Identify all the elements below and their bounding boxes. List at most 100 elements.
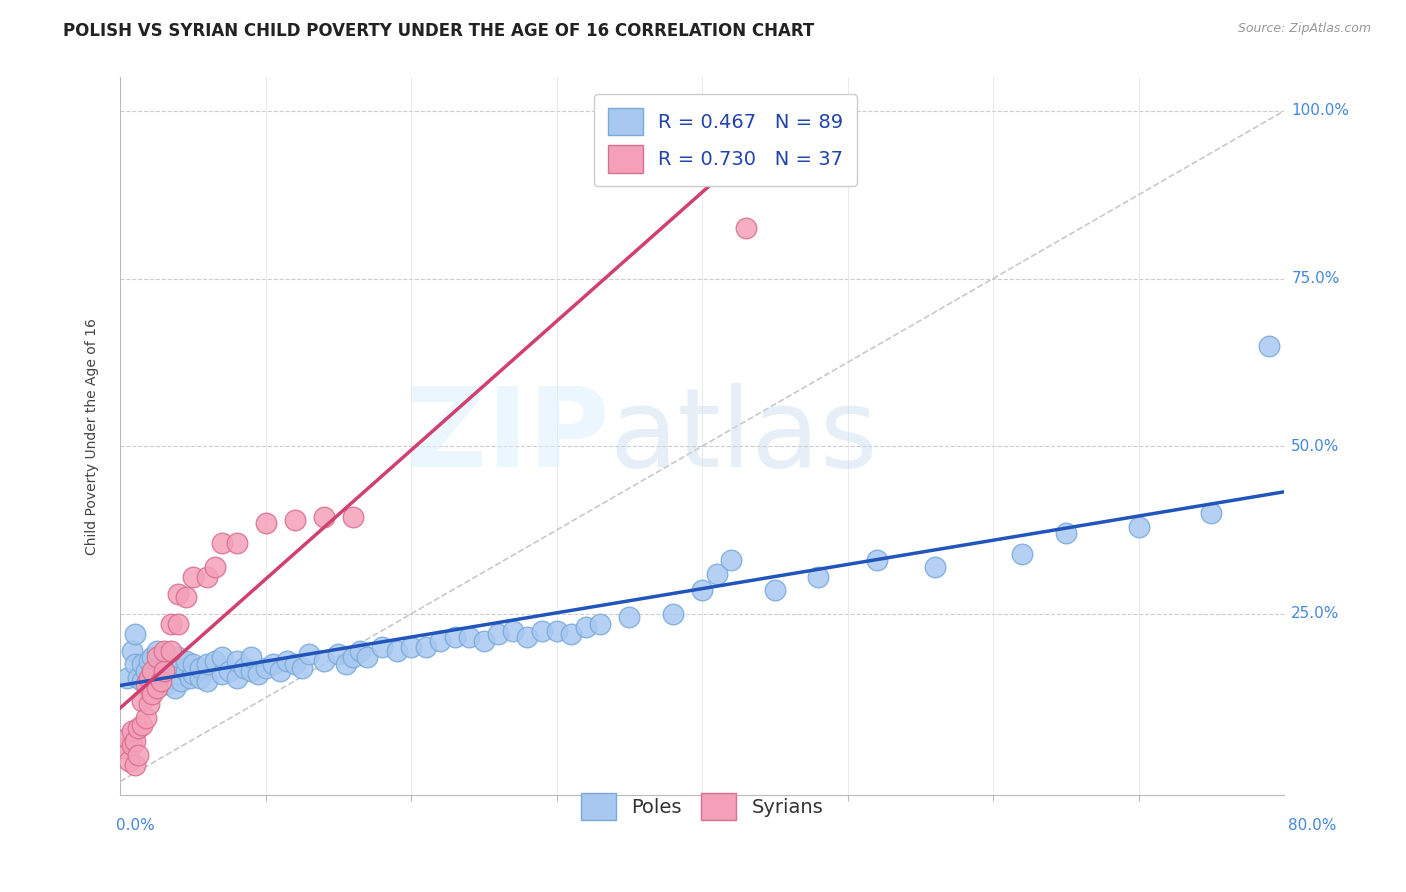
- Text: 100.0%: 100.0%: [1291, 103, 1350, 119]
- Point: [247, 667, 270, 681]
- Text: 0.0%: 0.0%: [115, 818, 155, 833]
- Point: [165, 681, 187, 695]
- Point: [262, 657, 284, 672]
- Point: [225, 654, 247, 668]
- Point: [546, 624, 568, 638]
- Point: [179, 671, 201, 685]
- Point: [188, 660, 211, 674]
- Point: [124, 734, 146, 748]
- Point: [138, 681, 160, 695]
- Point: [291, 660, 314, 674]
- Point: [145, 681, 167, 695]
- Point: [160, 616, 183, 631]
- Point: [371, 640, 394, 655]
- Point: [160, 644, 183, 658]
- Point: [167, 587, 190, 601]
- Point: [117, 731, 139, 745]
- Point: [225, 671, 247, 685]
- Point: [763, 583, 786, 598]
- Point: [254, 660, 277, 674]
- Text: 75.0%: 75.0%: [1291, 271, 1340, 286]
- Point: [211, 650, 233, 665]
- Point: [127, 747, 149, 762]
- Point: [145, 677, 167, 691]
- Point: [1054, 526, 1077, 541]
- Point: [135, 664, 157, 678]
- Point: [866, 553, 889, 567]
- Point: [211, 536, 233, 550]
- Point: [443, 631, 465, 645]
- Legend: Poles, Syrians: Poles, Syrians: [572, 785, 831, 829]
- Point: [415, 640, 437, 655]
- Point: [149, 657, 172, 672]
- Point: [342, 509, 364, 524]
- Text: 50.0%: 50.0%: [1291, 439, 1340, 454]
- Point: [328, 647, 350, 661]
- Point: [127, 721, 149, 735]
- Point: [312, 654, 335, 668]
- Point: [131, 694, 153, 708]
- Point: [516, 631, 538, 645]
- Point: [486, 627, 509, 641]
- Point: [356, 650, 378, 665]
- Point: [284, 657, 307, 672]
- Point: [170, 673, 193, 688]
- Text: atlas: atlas: [609, 383, 877, 490]
- Point: [167, 650, 190, 665]
- Point: [225, 536, 247, 550]
- Y-axis label: Child Poverty Under the Age of 16: Child Poverty Under the Age of 16: [86, 318, 100, 555]
- Point: [197, 570, 219, 584]
- Point: [138, 654, 160, 668]
- Point: [124, 657, 146, 672]
- Point: [167, 667, 190, 681]
- Point: [174, 654, 197, 668]
- Point: [152, 664, 174, 678]
- Point: [141, 664, 163, 678]
- Point: [141, 667, 163, 681]
- Point: [138, 698, 160, 712]
- Text: ZIP: ZIP: [405, 383, 609, 490]
- Point: [121, 644, 143, 658]
- Point: [197, 673, 219, 688]
- Point: [181, 657, 204, 672]
- Point: [156, 664, 179, 678]
- Point: [807, 570, 830, 584]
- Point: [211, 667, 233, 681]
- Point: [152, 660, 174, 674]
- Point: [1199, 506, 1222, 520]
- Point: [385, 644, 408, 658]
- Point: [269, 664, 291, 678]
- Point: [349, 644, 371, 658]
- Point: [131, 673, 153, 688]
- Point: [141, 650, 163, 665]
- Point: [131, 657, 153, 672]
- Point: [284, 513, 307, 527]
- Point: [924, 560, 946, 574]
- Point: [399, 640, 422, 655]
- Point: [429, 633, 451, 648]
- Point: [1011, 547, 1033, 561]
- Point: [156, 677, 179, 691]
- Point: [149, 671, 172, 685]
- Point: [531, 624, 554, 638]
- Point: [298, 647, 321, 661]
- Point: [706, 566, 728, 581]
- Point: [720, 553, 742, 567]
- Point: [149, 673, 172, 688]
- Point: [174, 590, 197, 604]
- Point: [118, 755, 141, 769]
- Point: [204, 654, 226, 668]
- Point: [276, 654, 298, 668]
- Point: [145, 644, 167, 658]
- Point: [342, 650, 364, 665]
- Point: [197, 657, 219, 672]
- Point: [131, 717, 153, 731]
- Text: POLISH VS SYRIAN CHILD POVERTY UNDER THE AGE OF 16 CORRELATION CHART: POLISH VS SYRIAN CHILD POVERTY UNDER THE…: [63, 22, 814, 40]
- Point: [312, 509, 335, 524]
- Point: [174, 664, 197, 678]
- Point: [734, 221, 756, 235]
- Point: [1128, 519, 1150, 533]
- Point: [335, 657, 357, 672]
- Point: [124, 627, 146, 641]
- Point: [135, 677, 157, 691]
